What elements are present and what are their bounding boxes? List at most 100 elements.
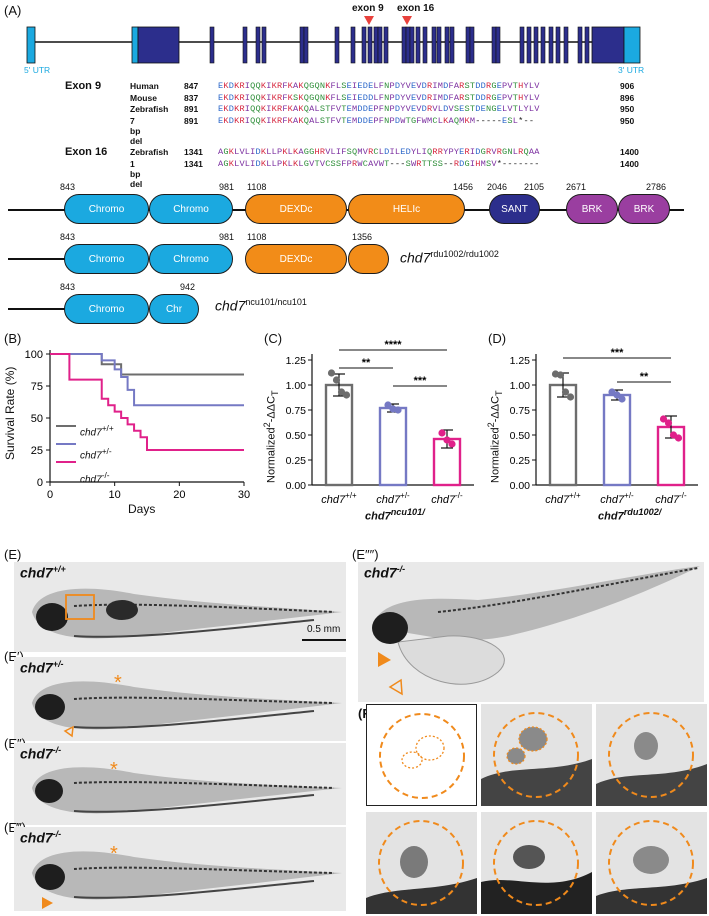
- fish-larva-edema: [372, 566, 700, 696]
- exon-28: [519, 26, 525, 64]
- exon-15: [401, 26, 407, 64]
- significance-label: **: [640, 371, 649, 383]
- fish-image-wt: chd7+/+ 0.5 mm: [14, 562, 346, 652]
- exon-25: [469, 26, 475, 64]
- pos-2046: 2046: [487, 182, 508, 192]
- inset-1-image: [481, 712, 592, 806]
- exon-19: [422, 26, 428, 64]
- exon-26: [491, 26, 497, 64]
- scale-bar-label: 0.5 mm: [307, 624, 341, 635]
- pos-2786: 2786: [646, 182, 667, 192]
- pos-981-rdu: 981: [219, 232, 235, 242]
- exon-11: [367, 26, 373, 64]
- x-tick-label: chd7-/-: [655, 491, 687, 506]
- scale-bar: [302, 639, 346, 641]
- pos-1456: 1456: [453, 182, 474, 192]
- y-tick-label: 0.75: [510, 405, 531, 417]
- legend-item-hom: chd7-/-: [80, 469, 110, 485]
- utr3-box: [623, 26, 641, 64]
- domain-chromo-rdu-2: Chromo: [149, 244, 233, 274]
- exon-5: [261, 26, 267, 64]
- species-name: Mouse: [130, 92, 157, 103]
- qpcr-xlabel-ncu: chd7ncu101/: [365, 507, 425, 523]
- exon-6: [299, 26, 305, 64]
- inset-3-image: [366, 820, 477, 914]
- bar-1: [602, 393, 632, 487]
- data-point: [342, 391, 351, 399]
- panel-a-label: (A): [4, 3, 22, 18]
- pos-843-rdu: 843: [60, 232, 76, 242]
- exon-large-1: [137, 26, 180, 64]
- legend-item-wt: chd7+/+: [80, 423, 114, 439]
- utr3-label: 3' UTR: [618, 65, 645, 75]
- y-tick-label: 0.00: [286, 480, 307, 492]
- sequence: AGKLVLIDKLLPKLKLGVTVCSSFPRWCAVWT---SWRTT…: [218, 158, 540, 169]
- survival-line-1: [50, 353, 244, 407]
- data-point: [438, 429, 446, 437]
- exon-32: [548, 26, 554, 64]
- species-name: Zebrafish: [130, 147, 169, 157]
- data-point: [332, 376, 341, 384]
- significance-label: **: [362, 357, 371, 369]
- exon-14: [383, 26, 389, 64]
- panel-d-label: (D): [488, 331, 507, 346]
- y-tick-label: 75: [31, 381, 43, 393]
- allele-rdu1002-label: chd7rdu1002/rdu1002: [400, 249, 499, 266]
- domain-helic: HELIc: [348, 194, 465, 224]
- data-point: [618, 395, 626, 403]
- end-position: 1400: [620, 147, 639, 157]
- start-position: 891: [184, 104, 199, 114]
- genotype-hom-2-label: chd7-/-: [20, 829, 62, 846]
- significance-label: ***: [414, 375, 428, 387]
- fish-larva-hom-1: [32, 767, 342, 814]
- y-tick-label: 0.00: [510, 480, 531, 492]
- exon9-marker-arrow: [364, 16, 374, 25]
- exon-30: [533, 26, 539, 64]
- inner-ear-schematic: [366, 704, 477, 806]
- domain-chromo-2: Chromo: [149, 194, 233, 224]
- exon-22: [444, 26, 450, 64]
- start-position: 847: [184, 81, 199, 91]
- inner-ear-inset-3: [366, 812, 477, 914]
- pos-1108-rdu: 1108: [247, 232, 267, 242]
- domain-chromo-1: Chromo: [64, 194, 149, 224]
- data-point: [384, 401, 392, 409]
- domain-dexdc: DEXDc: [245, 194, 347, 224]
- genotype-hom-1-label: chd7-/-: [20, 745, 62, 762]
- genotype-wt-label: chd7+/+: [20, 564, 66, 581]
- exon-20: [431, 26, 437, 64]
- inner-ear-diagram: [379, 713, 465, 799]
- start-position: 891: [184, 115, 199, 126]
- survival-legend: chd7+/+ chd7+/- chd7-/-: [80, 419, 114, 489]
- pos-2105: 2105: [524, 182, 545, 192]
- y-tick-label: 100: [25, 349, 43, 361]
- survival-xlabel: Days: [128, 502, 156, 516]
- data-point: [613, 391, 621, 399]
- y-tick-label: 1.25: [286, 355, 307, 367]
- end-position: 950: [620, 104, 635, 114]
- sequence: EKDKRIQQKIKRFKAKQALSTFVTEMDDEPFNPDYVEVDR…: [218, 104, 540, 114]
- exon-last: [591, 26, 625, 64]
- data-point: [448, 440, 456, 448]
- bar-0: [324, 383, 354, 487]
- start-position: 1341: [184, 147, 203, 157]
- domain-chr-truncated: Chr: [149, 294, 199, 324]
- inner-ear-inset-5: [596, 812, 707, 914]
- x-tick-label: chd7+/+: [545, 491, 581, 506]
- pos-1108: 1108: [247, 182, 267, 192]
- exon-12: [373, 26, 379, 64]
- end-position: 950: [620, 115, 635, 126]
- data-point: [443, 436, 451, 444]
- significance-label: ****: [384, 339, 402, 351]
- gene-structure: [26, 16, 641, 64]
- pos-843: 843: [60, 182, 76, 192]
- species-name: 7 bp del: [130, 115, 143, 146]
- exon-2: [209, 26, 215, 64]
- exon-17: [409, 26, 415, 64]
- domain-brk-2: BRK: [618, 194, 670, 224]
- significance-label: ***: [611, 347, 625, 359]
- fish-image-hom-2: chd7-/- *: [14, 827, 346, 911]
- y-tick-label: 0.25: [510, 455, 531, 467]
- domain-brk-1: BRK: [566, 194, 618, 224]
- exon-9: [350, 26, 356, 64]
